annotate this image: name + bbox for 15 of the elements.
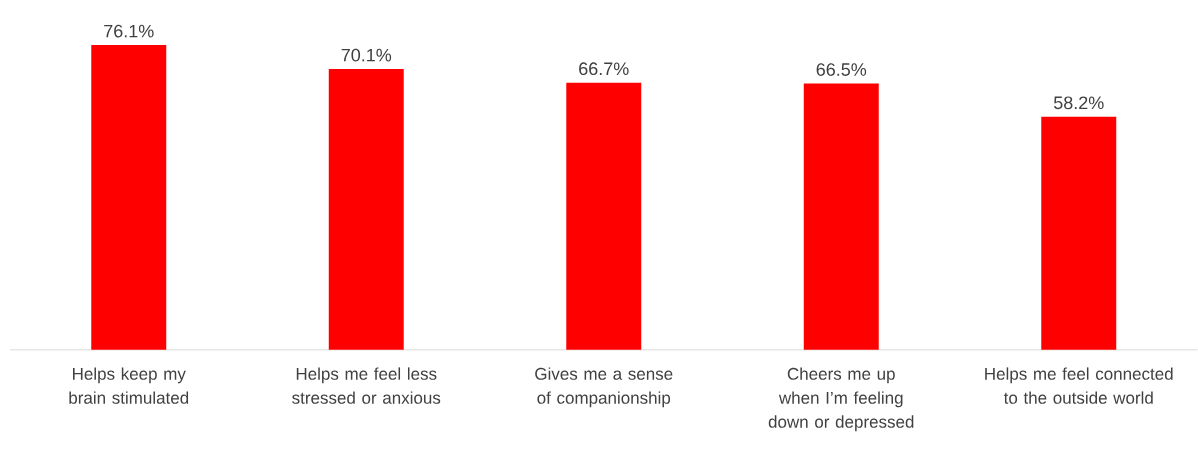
x-tick-label: Helps keep my brain stimulated	[69, 367, 189, 404]
data-label: 66.5%	[816, 63, 867, 76]
data-label: 70.1%	[341, 48, 392, 62]
bar	[91, 45, 167, 350]
bar	[328, 69, 404, 350]
data-label: 58.2%	[1053, 96, 1104, 110]
bar	[566, 82, 642, 350]
bar	[1041, 116, 1117, 350]
x-tick-label: Helps me feel less stressed or anxious	[292, 367, 441, 404]
data-label: 66.7%	[579, 62, 629, 76]
bar	[803, 83, 879, 350]
x-tick-label: Cheers me up when I’m feeling down or depressed	[768, 367, 914, 432]
x-tick-label: Gives me a sense of companionship	[535, 367, 673, 408]
x-tick-label: Helps me feel connected to the outside world	[985, 367, 1173, 404]
data-label: 76.1%	[104, 24, 154, 38]
